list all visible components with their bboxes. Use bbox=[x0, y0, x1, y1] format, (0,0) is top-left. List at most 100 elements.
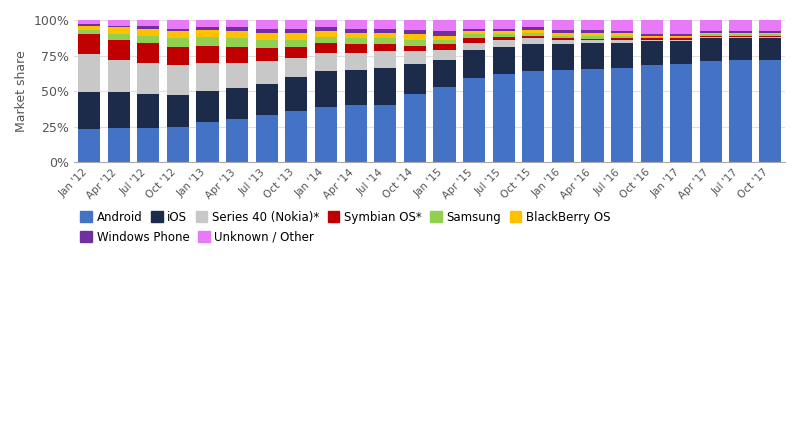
Bar bbox=[167, 127, 189, 162]
Bar bbox=[286, 58, 307, 77]
Bar bbox=[167, 39, 189, 47]
Bar bbox=[138, 36, 159, 43]
Bar bbox=[108, 60, 130, 93]
Bar bbox=[611, 39, 634, 40]
Bar bbox=[226, 88, 248, 119]
Bar bbox=[670, 41, 693, 64]
Bar bbox=[286, 40, 307, 47]
Bar bbox=[670, 36, 693, 37]
Bar bbox=[286, 77, 307, 111]
Bar bbox=[641, 34, 663, 36]
Bar bbox=[256, 84, 278, 115]
Bar bbox=[434, 87, 455, 162]
Bar bbox=[670, 39, 693, 40]
Bar bbox=[463, 34, 485, 39]
Bar bbox=[138, 94, 159, 128]
Bar bbox=[759, 37, 782, 39]
Bar bbox=[197, 62, 218, 91]
Bar bbox=[493, 20, 514, 28]
Bar bbox=[197, 45, 218, 62]
Bar bbox=[730, 36, 752, 37]
Bar bbox=[730, 20, 752, 31]
Bar bbox=[404, 51, 426, 64]
Bar bbox=[759, 39, 782, 60]
Bar bbox=[78, 20, 100, 24]
Bar bbox=[108, 34, 130, 40]
Bar bbox=[256, 33, 278, 40]
Bar bbox=[108, 93, 130, 128]
Bar bbox=[345, 44, 366, 53]
Bar bbox=[345, 33, 366, 39]
Bar bbox=[404, 64, 426, 94]
Bar bbox=[315, 71, 337, 107]
Bar bbox=[730, 31, 752, 33]
Bar bbox=[700, 20, 722, 31]
Bar bbox=[138, 20, 159, 26]
Bar bbox=[167, 95, 189, 127]
Bar bbox=[700, 37, 722, 39]
Bar bbox=[582, 43, 604, 69]
Bar bbox=[78, 34, 100, 54]
Bar bbox=[226, 39, 248, 47]
Bar bbox=[700, 33, 722, 34]
Bar bbox=[670, 40, 693, 41]
Bar bbox=[641, 41, 663, 65]
Bar bbox=[345, 20, 366, 28]
Bar bbox=[315, 37, 337, 43]
Bar bbox=[759, 31, 782, 33]
Bar bbox=[670, 64, 693, 162]
Bar bbox=[167, 31, 189, 39]
Bar bbox=[463, 50, 485, 78]
Bar bbox=[493, 31, 514, 34]
Bar bbox=[315, 31, 337, 37]
Y-axis label: Market share: Market share bbox=[15, 50, 28, 132]
Bar bbox=[167, 28, 189, 31]
Bar bbox=[404, 34, 426, 40]
Bar bbox=[463, 78, 485, 162]
Bar bbox=[493, 28, 514, 31]
Bar bbox=[552, 70, 574, 162]
Bar bbox=[759, 33, 782, 34]
Bar bbox=[226, 31, 248, 39]
Bar bbox=[226, 119, 248, 162]
Bar bbox=[197, 91, 218, 122]
Bar bbox=[582, 39, 604, 40]
Bar bbox=[759, 20, 782, 31]
Bar bbox=[404, 40, 426, 45]
Bar bbox=[226, 62, 248, 88]
Bar bbox=[552, 44, 574, 70]
Bar bbox=[374, 20, 396, 28]
Bar bbox=[138, 26, 159, 28]
Bar bbox=[374, 44, 396, 51]
Bar bbox=[670, 20, 693, 34]
Bar bbox=[315, 53, 337, 71]
Bar bbox=[78, 26, 100, 30]
Bar bbox=[286, 111, 307, 162]
Bar bbox=[641, 36, 663, 37]
Bar bbox=[138, 128, 159, 162]
Bar bbox=[759, 36, 782, 37]
Bar bbox=[256, 28, 278, 33]
Bar bbox=[434, 31, 455, 36]
Bar bbox=[434, 40, 455, 44]
Bar bbox=[434, 44, 455, 50]
Bar bbox=[78, 93, 100, 130]
Bar bbox=[759, 60, 782, 162]
Bar bbox=[286, 28, 307, 33]
Bar bbox=[582, 30, 604, 33]
Bar bbox=[641, 37, 663, 39]
Bar bbox=[582, 20, 604, 30]
Bar bbox=[374, 39, 396, 44]
Bar bbox=[670, 37, 693, 39]
Bar bbox=[641, 65, 663, 162]
Bar bbox=[345, 105, 366, 162]
Bar bbox=[197, 122, 218, 162]
Bar bbox=[404, 20, 426, 30]
Bar bbox=[463, 20, 485, 28]
Bar bbox=[315, 27, 337, 31]
Bar bbox=[582, 40, 604, 43]
Bar bbox=[108, 40, 130, 60]
Bar bbox=[78, 24, 100, 26]
Bar bbox=[167, 20, 189, 28]
Bar bbox=[759, 34, 782, 36]
